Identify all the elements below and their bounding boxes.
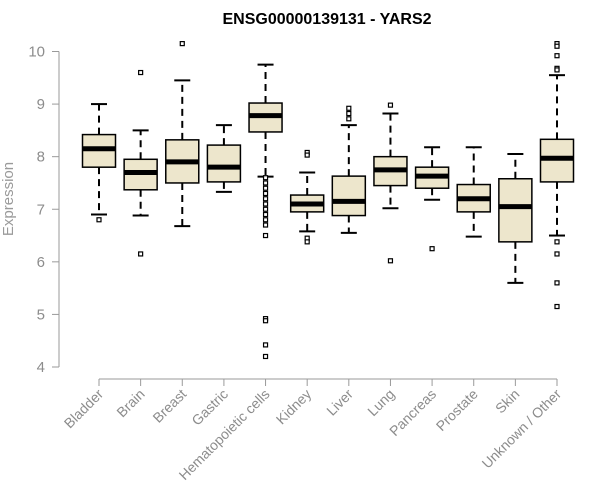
outlier-hematopoietic-cells-13 bbox=[262, 342, 269, 348]
outlier-hematopoietic-cells-2 bbox=[262, 185, 269, 191]
box-lung bbox=[373, 102, 408, 264]
outlier-hematopoietic-cells-0 bbox=[262, 175, 269, 181]
outlier-unknown-other-4 bbox=[554, 67, 560, 73]
y-tick-label-5: 5 bbox=[37, 306, 45, 323]
outlier-liver-0 bbox=[346, 105, 352, 111]
x-tick-label-unknown-other: Unknown / Other bbox=[479, 386, 565, 472]
box-kidney bbox=[289, 149, 325, 245]
chart-title: ENSG00000139131 - YARS2 bbox=[222, 11, 431, 28]
x-tick-label-skin: Skin bbox=[492, 386, 523, 417]
y-tick-label-8: 8 bbox=[37, 149, 45, 166]
iqr-box-skin bbox=[498, 178, 533, 243]
y-tick-label-6: 6 bbox=[37, 254, 45, 271]
box-prostate bbox=[456, 146, 491, 238]
outlier-breast-0 bbox=[179, 41, 185, 47]
outlier-liver-1 bbox=[346, 110, 352, 117]
x-tick-label-lung: Lung bbox=[364, 386, 397, 419]
outlier-hematopoietic-cells-3 bbox=[262, 190, 269, 197]
outlier-lung-0 bbox=[387, 102, 394, 108]
y-tick-label-4: 4 bbox=[37, 359, 45, 376]
outlier-hematopoietic-cells-9 bbox=[262, 222, 269, 228]
outlier-hematopoietic-cells-5 bbox=[262, 201, 269, 207]
x-tick-label-brain: Brain bbox=[113, 386, 147, 420]
outlier-unknown-other-8 bbox=[554, 303, 560, 310]
outlier-kidney-1 bbox=[304, 152, 310, 158]
y-tick-label-10: 10 bbox=[28, 44, 45, 61]
outlier-pancreas-0 bbox=[429, 246, 435, 252]
outlier-hematopoietic-cells-8 bbox=[262, 217, 269, 223]
x-tick-label-breast: Breast bbox=[149, 386, 189, 426]
outlier-lung-1 bbox=[387, 258, 394, 264]
outlier-brain-0 bbox=[138, 69, 144, 76]
box-liver bbox=[331, 105, 367, 234]
y-tick-label-9: 9 bbox=[37, 96, 45, 113]
iqr-box-gastric bbox=[206, 144, 242, 183]
box-brain bbox=[123, 69, 158, 257]
outlier-bladder-0 bbox=[96, 217, 102, 223]
outlier-unknown-other-2 bbox=[554, 53, 560, 59]
outlier-unknown-other-6 bbox=[554, 251, 560, 257]
box-breast bbox=[165, 41, 200, 228]
box-pancreas bbox=[414, 146, 450, 252]
box-unknown-other bbox=[539, 41, 575, 310]
outlier-unknown-other-5 bbox=[554, 239, 560, 245]
outlier-hematopoietic-cells-12 bbox=[262, 318, 269, 324]
outlier-liver-2 bbox=[346, 116, 352, 122]
outlier-unknown-other-7 bbox=[554, 280, 560, 286]
outlier-hematopoietic-cells-4 bbox=[262, 196, 269, 202]
x-tick-label-liver: Liver bbox=[323, 386, 356, 419]
box-skin bbox=[498, 153, 533, 284]
outlier-hematopoietic-cells-7 bbox=[262, 211, 269, 218]
x-tick-label-bladder: Bladder bbox=[61, 386, 107, 432]
outlier-hematopoietic-cells-14 bbox=[262, 353, 269, 360]
boxes-group bbox=[81, 41, 575, 360]
box-hematopoietic-cells bbox=[248, 63, 283, 360]
outlier-kidney-3 bbox=[304, 239, 310, 245]
x-tick-label-kidney: Kidney bbox=[273, 386, 315, 428]
outlier-unknown-other-1 bbox=[554, 43, 560, 49]
y-axis: 4 5 6 7 8 9 10 bbox=[28, 44, 60, 376]
y-tick-label-7: 7 bbox=[37, 201, 45, 218]
outlier-hematopoietic-cells-1 bbox=[262, 180, 269, 186]
x-tick-label-prostate: Prostate bbox=[433, 386, 481, 434]
outlier-hematopoietic-cells-6 bbox=[262, 206, 269, 212]
outlier-brain-1 bbox=[138, 251, 144, 257]
outlier-hematopoietic-cells-10 bbox=[262, 232, 269, 239]
box-bladder bbox=[81, 103, 117, 223]
iqr-box-liver bbox=[331, 175, 367, 217]
box-gastric bbox=[206, 124, 242, 193]
y-axis-label: Expression bbox=[0, 162, 17, 236]
